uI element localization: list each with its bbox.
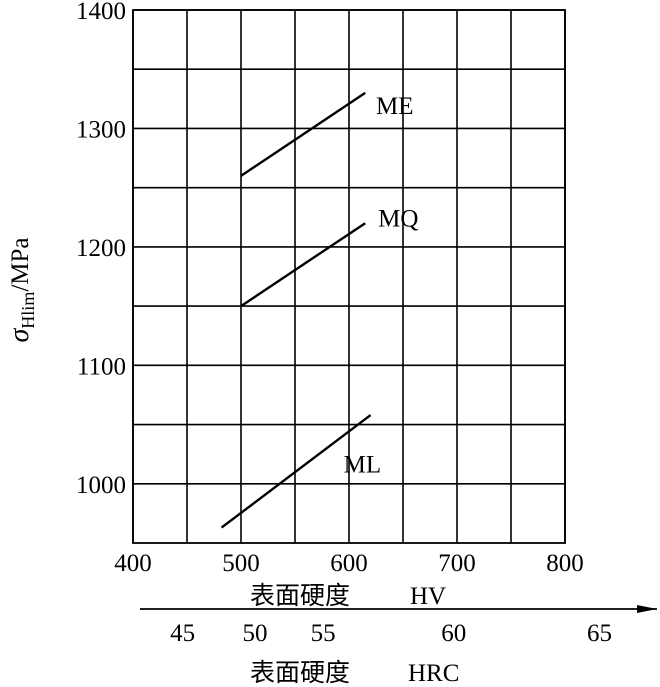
y-axis-unit: /MPa: [7, 237, 34, 291]
hrc-tick-label: 55: [311, 620, 336, 647]
x-tick-label: 600: [330, 550, 368, 577]
y-tick-label: 1000: [76, 472, 126, 499]
x-axis-label: 表面硬度: [250, 581, 350, 610]
hrc-tick-label: 60: [441, 620, 466, 647]
grid: [132, 9, 566, 544]
series-label-me: ME: [376, 93, 414, 120]
y-axis-symbol: σ: [4, 328, 35, 343]
hrc-tick-label: 50: [243, 620, 268, 647]
x-tick-label: 800: [546, 550, 584, 577]
y-tick-label: 1400: [76, 0, 126, 25]
secondary-axis-label: 表面硬度: [250, 658, 350, 687]
x-tick-label: 500: [222, 550, 260, 577]
y-axis-label: σHlim/MPa: [4, 237, 38, 342]
y-axis-subscript: Hlim: [18, 292, 38, 329]
y-tick-label: 1200: [76, 235, 126, 262]
series-label-ml: ML: [344, 452, 382, 479]
hrc-tick-label: 45: [170, 620, 195, 647]
x-tick-label: 400: [114, 550, 152, 577]
series-lines: ME MQ ML: [220, 91, 418, 529]
plot-frame: [132, 9, 566, 544]
series-line-ml: [220, 414, 372, 529]
secondary-axis-unit: HRC: [408, 660, 459, 687]
x-tick-label: 700: [438, 550, 476, 577]
secondary-axis-ticks: 45 50 55 60 65: [170, 620, 612, 647]
hrc-tick-label: 65: [587, 620, 612, 647]
x-axis-unit: HV: [410, 583, 446, 610]
series-line-me: [240, 91, 366, 177]
y-tick-label: 1100: [77, 353, 126, 380]
series-line-mq: [240, 222, 366, 308]
y-tick-label: 1300: [76, 116, 126, 143]
series-label-mq: MQ: [378, 205, 418, 232]
tick-labels: 1000 1100 1200 1300 1400 400 500 600 700 800: [76, 0, 584, 577]
